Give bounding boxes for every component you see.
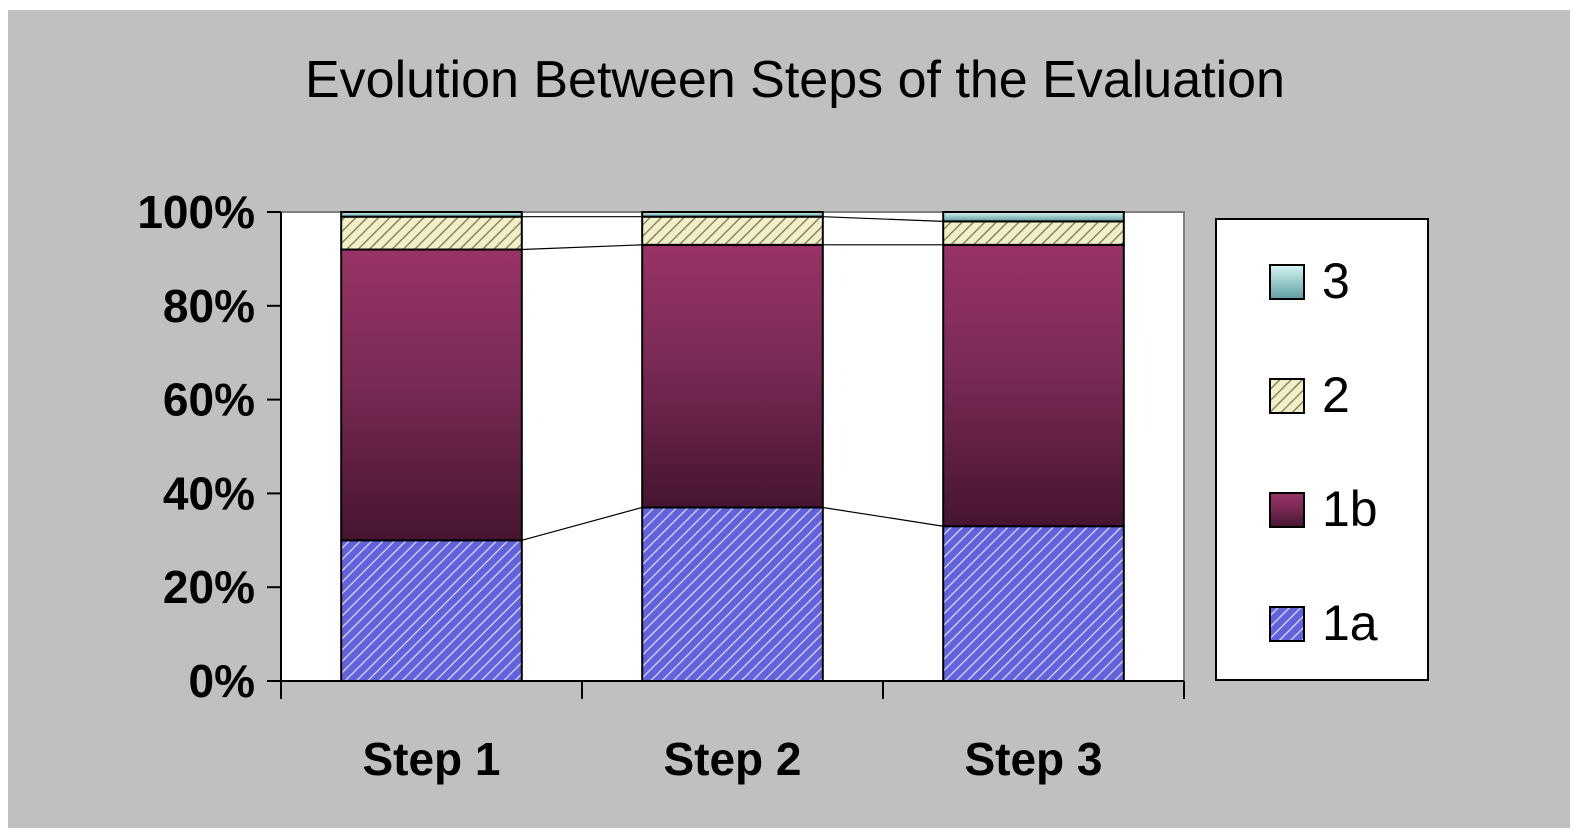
bar-1b-step-3 [942,243,1125,528]
bars [340,211,1125,682]
bar-3-step-3 [942,211,1125,223]
legend-swatch-3 [1269,264,1305,300]
bar-2-step-2 [641,215,824,246]
bar-1b-step-1 [340,248,523,542]
legend-box [1215,218,1429,681]
y-tick-label: 40% [163,467,255,519]
chart-title: Evolution Between Steps of the Evaluatio… [305,51,1285,109]
y-tick-label: 100% [137,186,255,238]
bar-3-step-1 [340,211,523,218]
y-tick-label: 0% [189,655,255,707]
bar-1a-step-3 [942,525,1125,682]
chart-area: Evolution Between Steps of the Evaluatio… [8,10,1570,828]
bar-1b-step-2 [641,243,824,509]
bar-2-step-3 [942,220,1125,246]
series-line-1a [521,506,643,541]
legend-label-2: 2 [1322,367,1350,423]
axes [267,211,1185,699]
legend-label-1a: 1a [1322,595,1378,651]
legend-swatch-1a [1269,606,1305,642]
y-tick-labels: 0% 20% 40% 60% 80% 100% [137,186,255,707]
y-tick-label: 60% [163,374,255,426]
y-tick-label: 80% [163,280,255,332]
stacked-bar-chart: Evolution Between Steps of the Evaluatio… [137,51,1429,785]
legend-swatch-2 [1269,378,1305,414]
x-tick-labels: Step 1 Step 2 Step 3 [362,733,1102,785]
bar-2-step-1 [340,215,523,251]
bar-3-step-2 [641,211,824,218]
series-line-2 [822,216,944,222]
legend-label-3: 3 [1322,253,1350,309]
bar-1a-step-2 [641,506,824,682]
x-tick-label: Step 2 [663,733,801,785]
x-tick-label: Step 1 [362,733,500,785]
y-tick-label: 20% [163,561,255,613]
bar-1a-step-1 [340,539,523,682]
legend-label-1b: 1b [1322,481,1378,537]
series-line-1b [521,244,643,251]
series-lines [521,216,944,541]
series-line-1a [822,506,944,527]
x-tick-label: Step 3 [964,733,1102,785]
legend-swatch-1b [1269,492,1305,528]
legend: 3 2 1b 1a [1215,218,1429,681]
